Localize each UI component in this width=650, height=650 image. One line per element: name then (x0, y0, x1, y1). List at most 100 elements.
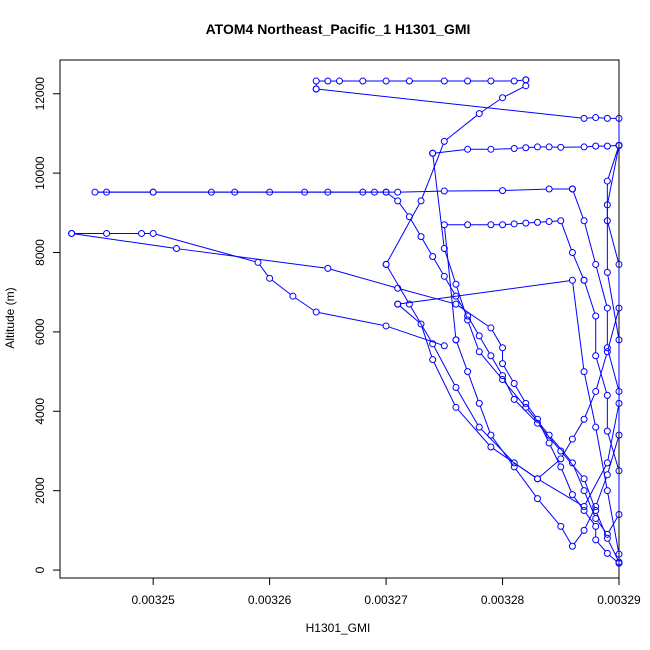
series-segment-profile-f (433, 362, 456, 405)
data-point-profile-f (487, 443, 495, 451)
data-point-profile-c (510, 463, 518, 471)
data-point-leg-9500 (382, 188, 390, 196)
data-point-return-leg (615, 550, 623, 558)
data-point-leg-12300 (510, 77, 518, 85)
series-segment-profile-b (562, 452, 583, 477)
data-point-profile-d (615, 467, 623, 475)
series-segment-profile-a (400, 288, 454, 304)
data-point-profile-a (394, 284, 402, 292)
data-point-leg-10600 (510, 145, 518, 153)
data-point-profile-d (545, 431, 553, 439)
series-segment-profile-c (607, 437, 619, 473)
data-point-profile-d (475, 348, 483, 356)
series-segment-profile-b (480, 338, 490, 354)
series-segment-profile-d (596, 358, 607, 393)
data-point-profile-e (475, 423, 483, 431)
data-point-profile-d (592, 514, 600, 522)
data-point-profile-d (603, 427, 611, 435)
data-point-leg-9500 (394, 188, 402, 196)
series-segment-leg-8700 (573, 255, 584, 278)
series-segment-profile-a (330, 268, 395, 288)
series-segment-leg-9500 (400, 190, 442, 193)
data-point-leg-9500 (499, 187, 507, 195)
series-segment-leg-8700 (561, 223, 572, 250)
y-tick-label: 2000 (33, 477, 47, 504)
series-segment-upper-flight-leg (155, 233, 256, 263)
data-point-leg-12300 (336, 77, 343, 85)
data-point-leg-8700 (440, 221, 448, 229)
data-point-leg-9500 (440, 187, 448, 195)
data-point-descent-to-11400 (592, 114, 600, 122)
series-segment-profile-e (433, 346, 455, 386)
data-point-profile-a (568, 491, 576, 499)
data-point-profile-e (603, 348, 611, 356)
data-point-profile-a (580, 507, 588, 515)
data-point-profile-e (510, 459, 518, 467)
data-point-leg-12300 (440, 77, 448, 85)
data-point-upper-flight-leg (68, 229, 76, 237)
series-segment-profile-a (74, 233, 174, 249)
series-segment-ascent-to-12300 (387, 203, 421, 263)
data-point-profile-a (592, 522, 600, 530)
series-segment-profile-e (573, 421, 583, 437)
data-point-profile-f (603, 201, 611, 209)
data-point-profile-a (499, 344, 507, 352)
data-point-leg-8700 (487, 221, 495, 229)
data-point-profile-d (615, 510, 623, 518)
series-segment-upper-flight-leg (388, 326, 442, 346)
data-point-profile-f (615, 336, 623, 344)
series-segment-profile-a (515, 385, 525, 402)
data-point-profile-e (592, 387, 600, 395)
data-point-return-leg (394, 300, 402, 308)
series-segment-profile-c (468, 374, 479, 401)
data-point-ascent-to-12300 (382, 260, 390, 268)
data-point-profile-a (545, 439, 553, 447)
y-tick-label: 6000 (33, 318, 47, 345)
data-point-profile-f (603, 459, 611, 467)
data-point-profile-a (452, 300, 460, 308)
series-segment-profile-f (539, 479, 582, 506)
data-point-upper-flight-leg (103, 229, 111, 237)
data-point-profile-b (615, 558, 623, 566)
data-point-leg-10600 (545, 143, 553, 151)
series-segment-profile-c (539, 500, 560, 525)
data-point-leg-8700 (499, 221, 507, 229)
data-point-profile-c (557, 522, 565, 530)
data-point-profile-d (603, 530, 611, 538)
data-point-leg-9500 (231, 188, 239, 196)
series-segment-ascent-to-12300 (446, 115, 478, 140)
data-point-profile-e (615, 260, 623, 268)
data-point-profile-a (510, 380, 518, 388)
series-segment-profile-b (399, 203, 409, 215)
x-tick-label: 0.00326 (248, 593, 292, 607)
data-point-leg-10600 (557, 143, 565, 151)
series-segment-profile-f (607, 275, 619, 337)
data-point-leg-9500 (266, 188, 274, 196)
series-segment-profile-a (597, 541, 606, 552)
data-point-ascent-to-12300 (475, 110, 483, 118)
data-point-profile-a (172, 245, 180, 253)
series-segment-profile-f (585, 465, 607, 505)
data-point-leg-10600 (533, 143, 541, 151)
series-segment-profile-c (595, 267, 608, 306)
data-point-profile-d (452, 280, 460, 288)
y-tick-label: 0 (33, 566, 47, 573)
data-point-leg-10600 (464, 145, 472, 153)
series-segment-leg-10600 (493, 148, 512, 150)
series-segment-upper-flight-leg (271, 279, 291, 295)
series-segment-profile-d (456, 286, 468, 318)
data-point-leg-9500 (91, 188, 99, 196)
series-lines (74, 79, 620, 562)
series-segment-ascent-to-12300 (504, 86, 524, 97)
data-point-leg-9500 (370, 188, 378, 196)
y-tick-label: 4000 (33, 398, 47, 425)
data-point-leg-8700 (533, 218, 541, 226)
data-point-return-leg (568, 276, 576, 284)
data-point-leg-8700 (557, 217, 565, 225)
data-point-leg-12300 (405, 77, 413, 85)
series-segment-profile-d (444, 251, 456, 282)
data-point-profile-a (522, 399, 530, 407)
data-point-profile-b (475, 332, 483, 340)
data-point-profile-a (487, 324, 495, 332)
